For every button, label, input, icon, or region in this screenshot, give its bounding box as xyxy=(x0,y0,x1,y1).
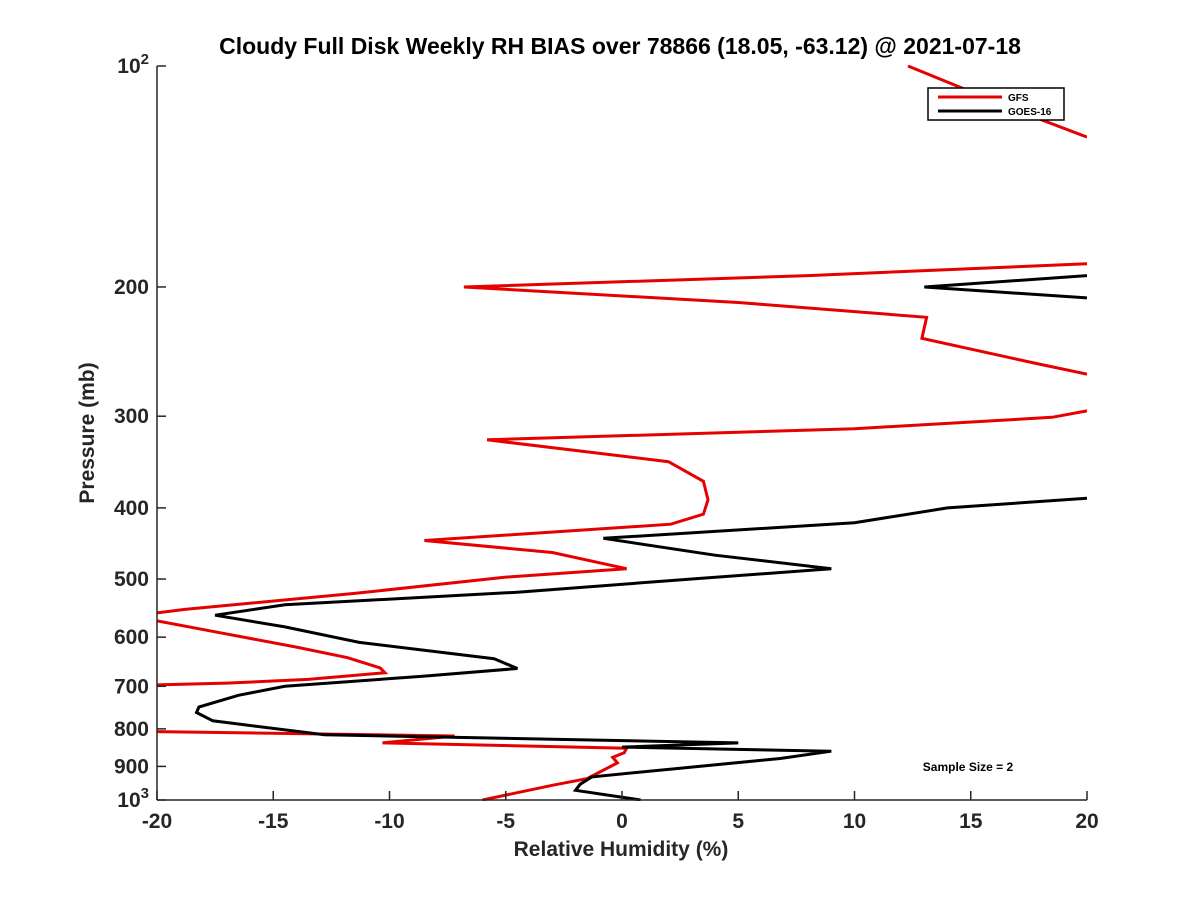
y-tick-label: 500 xyxy=(114,568,149,591)
x-tick-label: 5 xyxy=(732,810,744,833)
y-tick-label: 200 xyxy=(114,276,149,299)
legend-label-goes-16: GOES-16 xyxy=(1008,107,1052,118)
x-tick-label: -20 xyxy=(142,810,172,833)
legend: GFS GOES-16 xyxy=(927,87,1065,121)
x-tick-label: -10 xyxy=(374,810,404,833)
x-tick-label: 0 xyxy=(616,810,628,833)
y-tick-label: 102 xyxy=(117,51,149,78)
x-tick-label: 15 xyxy=(959,810,983,833)
y-tick-label: 300 xyxy=(114,405,149,428)
x-tick-label: -15 xyxy=(258,810,289,833)
y-tick-label: 400 xyxy=(114,497,149,520)
legend-box xyxy=(927,87,1065,121)
plot-area xyxy=(157,66,1087,800)
y-tick-label: 103 xyxy=(117,785,149,812)
x-tick-label: 10 xyxy=(843,810,866,833)
x-axis-label: Relative Humidity (%) xyxy=(514,838,729,861)
series-line-goes-16 xyxy=(194,274,1087,801)
y-tick-label: 800 xyxy=(114,718,149,741)
legend-label-gfs: GFS xyxy=(1008,93,1029,104)
axes-layer: -20 -15 -10 -5 0 5 10 15 20 102 200 300 400 500 600 700… xyxy=(114,51,1099,833)
y-axis-label: Pressure (mb) xyxy=(76,362,99,503)
x-tick-label: 20 xyxy=(1075,810,1098,833)
x-tick-label: -5 xyxy=(496,810,515,833)
y-tick-label: 600 xyxy=(114,626,149,649)
y-tick-label: 900 xyxy=(114,755,149,778)
sample-size-annotation: Sample Size = 2 xyxy=(923,760,1014,774)
chart-title: Cloudy Full Disk Weekly RH BIAS over 788… xyxy=(219,33,1021,59)
y-tick-label: 700 xyxy=(114,675,149,698)
